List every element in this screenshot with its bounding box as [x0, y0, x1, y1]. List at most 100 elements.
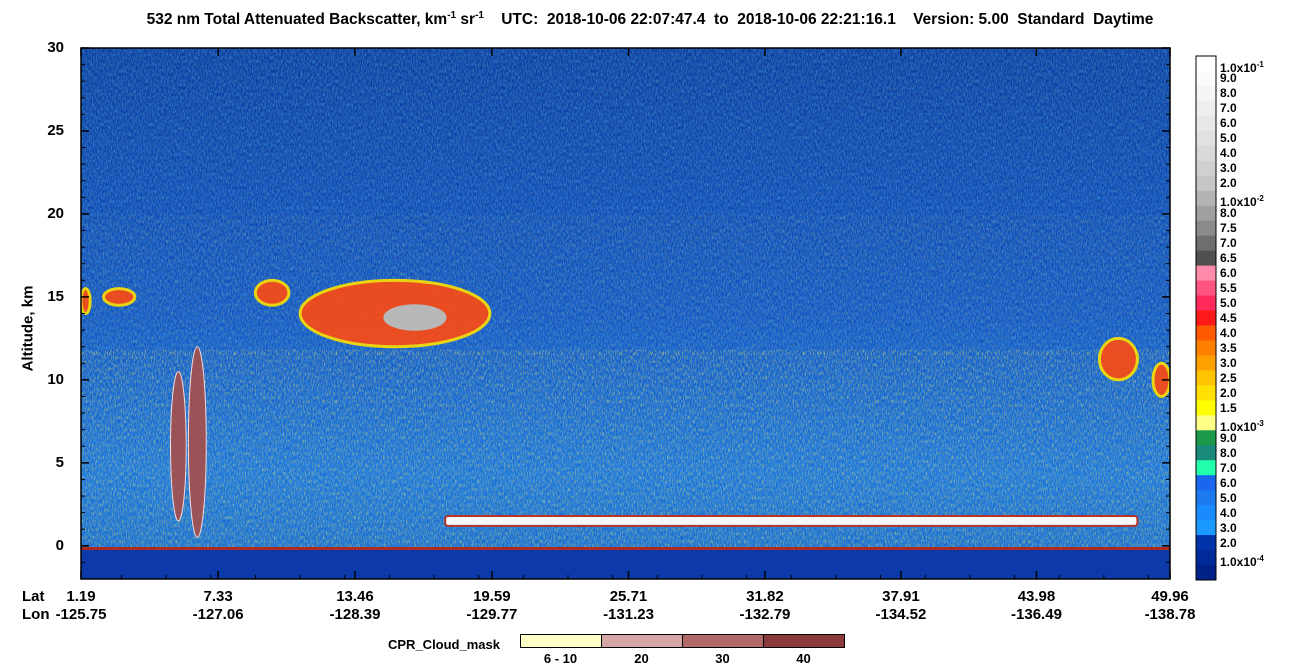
cpr-swatch-label: 20	[634, 651, 649, 666]
x-tick-label-lat: 31.82	[746, 588, 784, 605]
surface-line	[81, 547, 1170, 550]
x-tick-label-lat: 19.59	[473, 588, 511, 605]
x-tick-label-lat: 1.19	[66, 588, 96, 605]
x-tick-label-lon: -129.77	[466, 606, 518, 623]
colorbar-frame	[1195, 55, 1217, 581]
colorbar-label: 6.0	[1220, 266, 1237, 281]
colorbar-swatch	[1196, 325, 1216, 341]
x-tick-label-lat: 49.96	[1151, 588, 1189, 605]
colorbar-label: 6.5	[1220, 251, 1237, 266]
colorbar-label: 2.0	[1220, 535, 1237, 550]
x-tick-label-lat: 37.91	[882, 588, 920, 605]
cpr-swatch-label: 30	[715, 651, 730, 666]
colorbar-label: 5.0	[1220, 131, 1237, 146]
colorbar-swatch	[1196, 505, 1216, 521]
cloud-features	[81, 278, 1170, 539]
colorbar-swatch	[1196, 415, 1216, 431]
y-ticks	[81, 47, 1170, 563]
colorbar-label: 5.0	[1220, 490, 1237, 505]
x-tick-label-lon: -127.06	[192, 606, 244, 623]
colorbar-label: 2.0	[1220, 176, 1237, 191]
x-tick-label-lat: 43.98	[1017, 588, 1056, 605]
y-tick-label: 20	[47, 204, 64, 222]
colorbar-swatch	[1196, 280, 1216, 297]
colorbar-label: 4.5	[1220, 311, 1237, 325]
y-tick-label: 0	[55, 536, 64, 554]
x-tick-label-lon: -128.39	[329, 606, 381, 623]
colorbar-swatch	[1196, 520, 1216, 536]
colorbar	[1195, 55, 1217, 581]
colorbar-label: 8.0	[1220, 206, 1237, 221]
colorbar-label: 3.0	[1220, 161, 1237, 176]
colorbar-swatch	[1196, 56, 1216, 72]
colorbar-label: 1.5	[1220, 400, 1237, 415]
x-tick-label-lat: 7.33	[203, 588, 233, 605]
low-cloud-layer	[444, 514, 1139, 527]
cpr-swatch	[682, 634, 764, 648]
x-tick-label-lon: -138.78	[1144, 606, 1196, 623]
colorbar-swatch	[1196, 100, 1216, 117]
cirrus-cloud	[81, 287, 92, 315]
x-tick-label-lon: -131.23	[603, 606, 654, 623]
y-tick-label: 30	[47, 39, 64, 56]
cirrus-cloud	[253, 278, 291, 307]
colorbar-swatch	[1196, 145, 1216, 162]
colorbar-swatch	[1196, 370, 1216, 386]
y-tick-label: 15	[47, 287, 64, 305]
colorbar-swatch	[1196, 565, 1216, 581]
noise-layer-yellow-mid	[81, 215, 1170, 355]
colorbar-label: 8.0	[1220, 445, 1237, 460]
colorbar-swatch	[1196, 340, 1216, 356]
colorbar-swatch	[1196, 235, 1216, 252]
cirrus-cloud	[1151, 361, 1170, 398]
cpr-swatch	[763, 634, 845, 648]
lat-axis-label: Lat	[22, 588, 45, 605]
colorbar-label: 6.0	[1220, 116, 1237, 131]
colorbar-label: 2.0	[1220, 385, 1237, 400]
colorbar-label: 1.0x10-2	[1220, 194, 1264, 210]
colorbar-swatch	[1196, 535, 1216, 551]
x-tick-label-lon: -134.52	[875, 606, 927, 623]
colorbar-swatch	[1196, 445, 1216, 461]
y-tick-label: 5	[55, 453, 64, 471]
colorbar-swatch	[1196, 475, 1216, 491]
y-tick-label: 25	[47, 121, 64, 139]
colorbar-label: 3.0	[1220, 520, 1237, 535]
colorbar-swatch	[1196, 190, 1216, 207]
colorbar-swatch	[1196, 265, 1216, 282]
colorbar-swatch	[1196, 385, 1216, 401]
colorbar-swatch	[1196, 130, 1216, 147]
x-ticks	[80, 48, 1171, 579]
colorbar-label: 9.0	[1220, 430, 1237, 445]
colorbar-label: 1.0x10-4	[1220, 553, 1264, 569]
x-tick-label-lon: -136.49	[1011, 606, 1062, 623]
cpr-swatch	[520, 634, 602, 648]
colorbar-swatch	[1196, 490, 1216, 506]
x-tick-label-lon: -132.79	[739, 606, 791, 623]
colorbar-label: 5.5	[1220, 281, 1237, 296]
x-tick-label-lat: 13.46	[336, 588, 374, 605]
colorbar-label: 4.0	[1220, 146, 1237, 161]
colorbar-label: 9.0	[1220, 71, 1237, 86]
colorbar-label: 7.5	[1220, 221, 1237, 236]
colorbar-label: 7.0	[1220, 101, 1237, 116]
colorbar-label: 5.0	[1220, 296, 1237, 311]
x-tick-label-lon: -125.75	[55, 606, 107, 623]
colorbar-swatch	[1196, 295, 1216, 312]
colorbar-label: 7.0	[1220, 460, 1237, 475]
colorbar-swatch	[1196, 220, 1216, 237]
colorbar-label: 6.0	[1220, 475, 1237, 490]
cpr-cloud-column	[187, 346, 207, 539]
colorbar-swatch	[1196, 310, 1216, 326]
colorbar-swatch	[1196, 250, 1216, 267]
colorbar-swatch	[1196, 175, 1216, 192]
cirrus-cloud	[1097, 336, 1139, 382]
colorbar-label: 4.0	[1220, 505, 1237, 520]
cpr-cloud-column	[170, 371, 187, 522]
chart-title: 532 nm Total Attenuated Backscatter, km-…	[146, 10, 1154, 29]
colorbar-label: 3.0	[1220, 355, 1237, 370]
colorbar-swatch	[1196, 355, 1216, 371]
colorbar-swatch	[1196, 160, 1216, 177]
surface-band	[81, 548, 1170, 579]
